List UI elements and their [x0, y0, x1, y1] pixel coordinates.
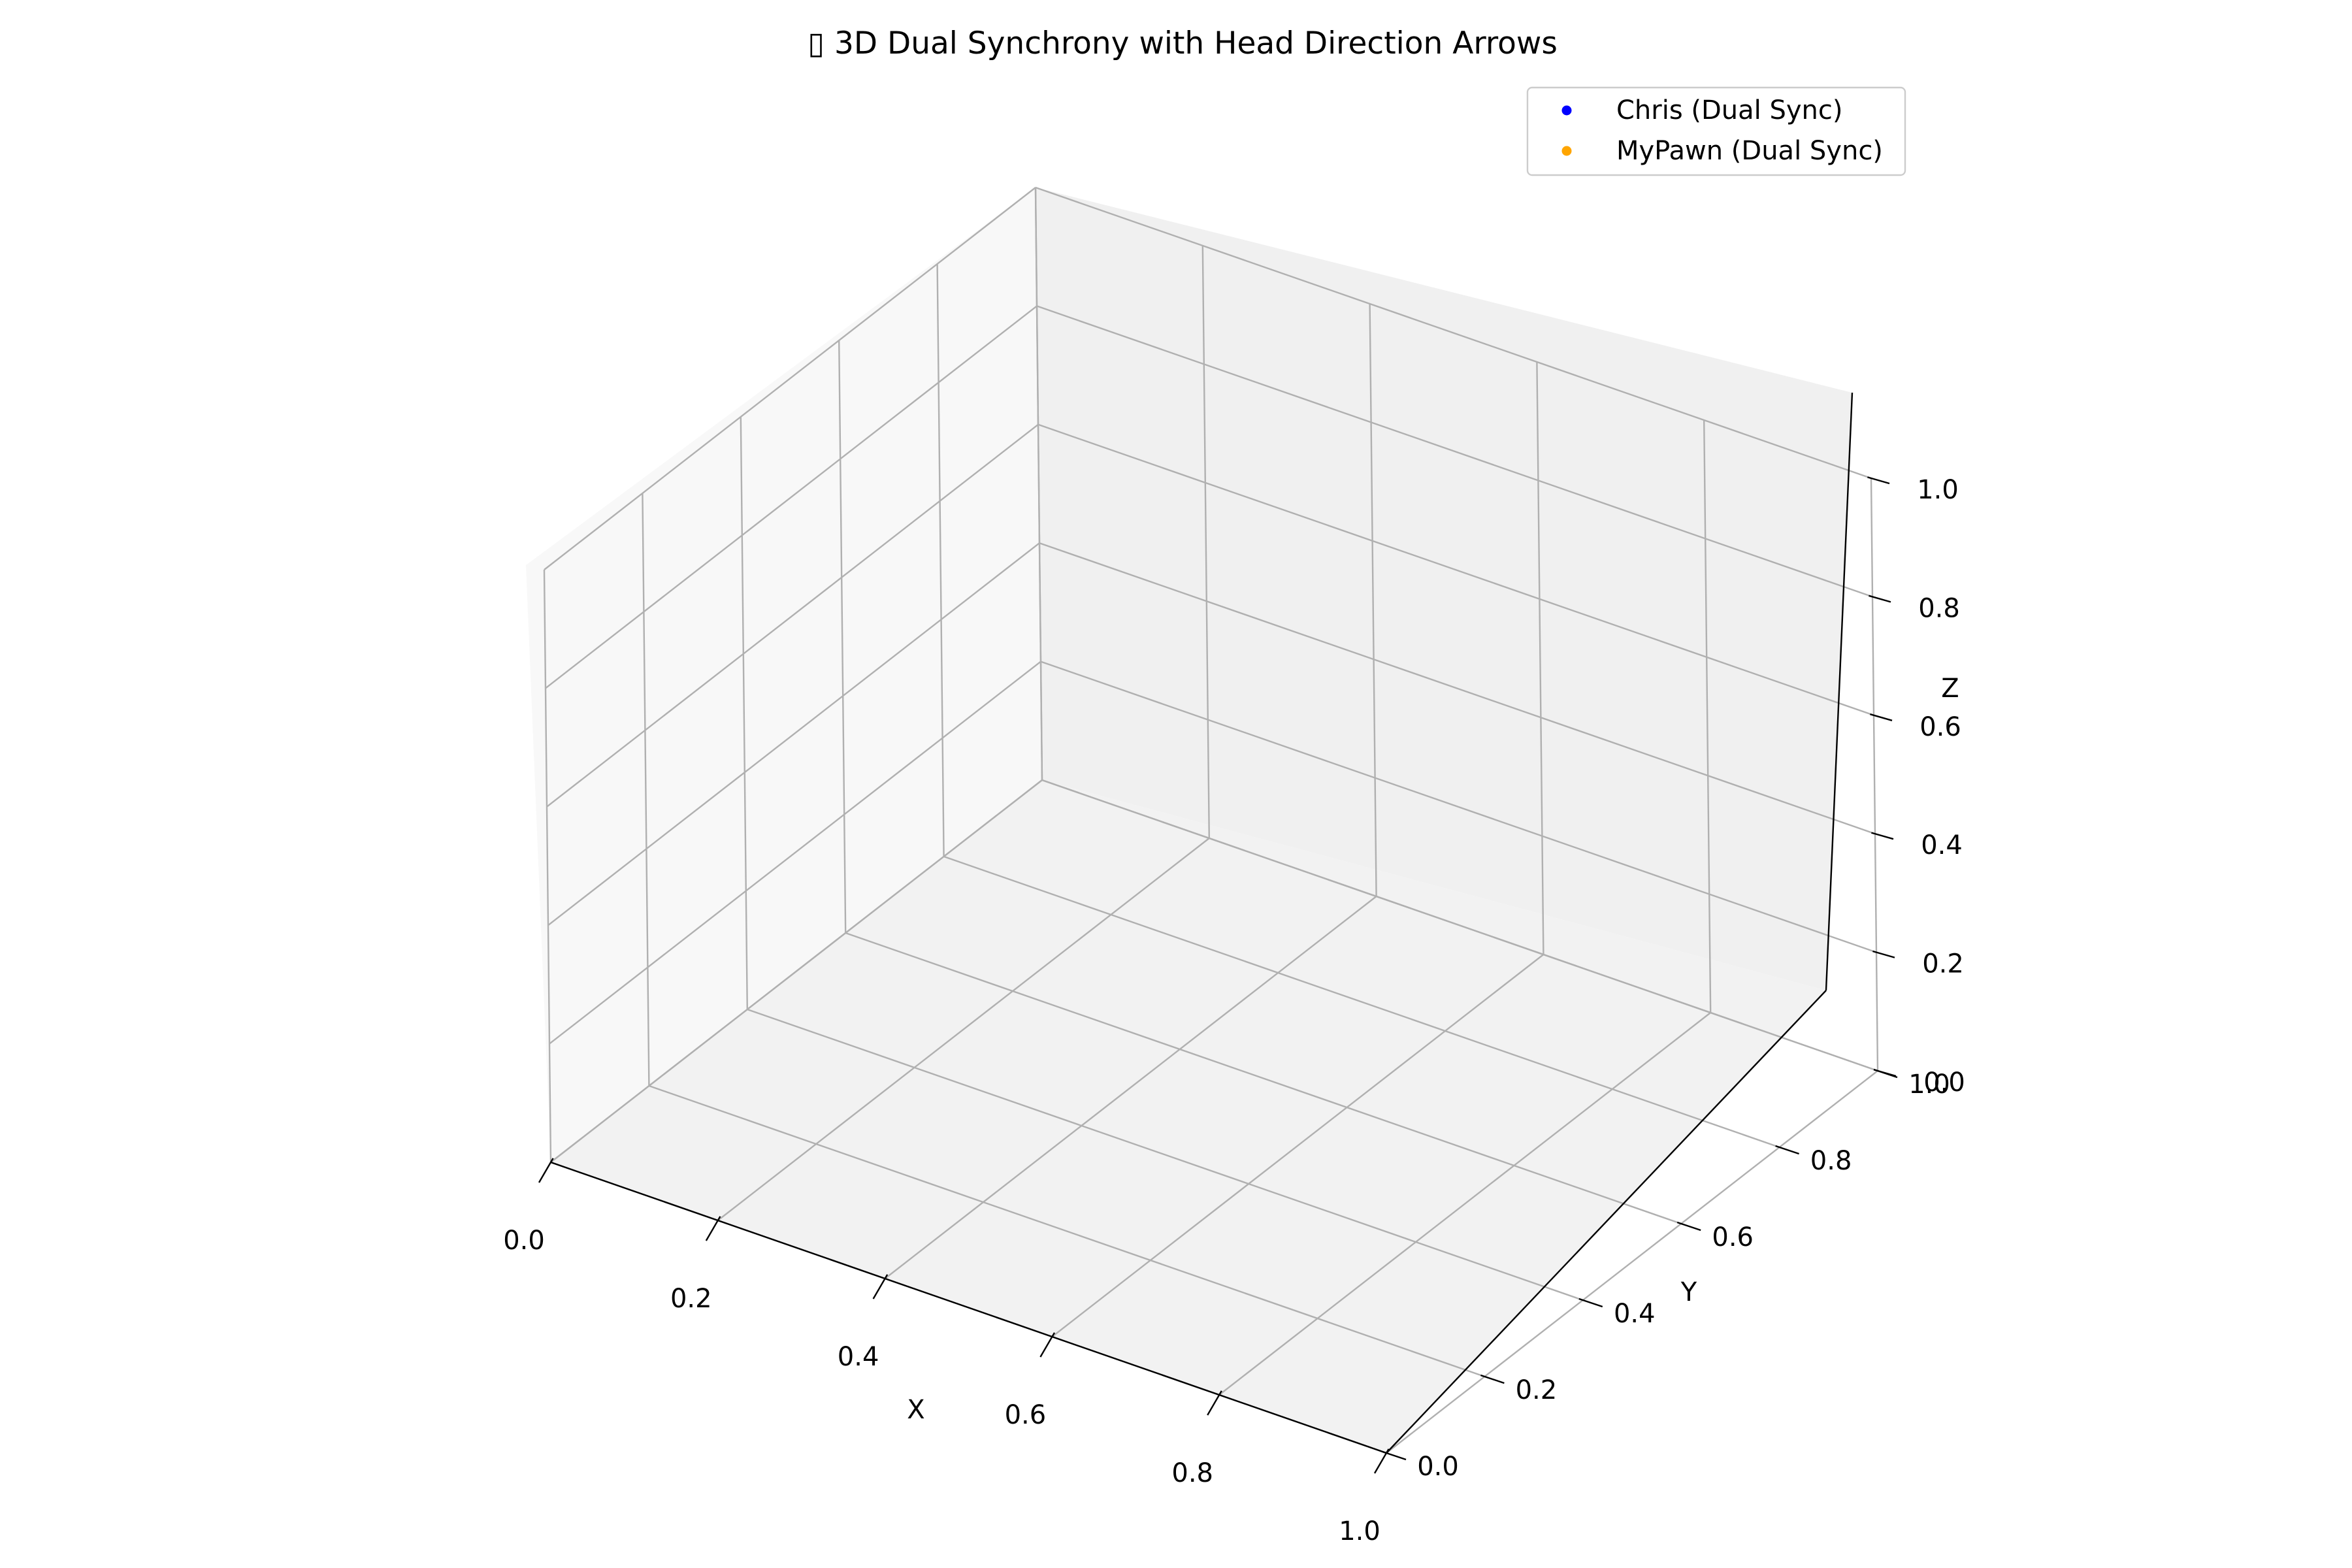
z-tick — [1870, 713, 1893, 721]
gridline-x-floor — [1386, 1070, 1878, 1454]
x-tick — [538, 1158, 554, 1183]
z-tick-label: 0.2 — [1922, 949, 1964, 979]
x-tick-label: 0.2 — [670, 1284, 712, 1314]
gridline-x-back — [1703, 419, 1712, 1013]
x-tick — [1039, 1332, 1056, 1358]
pane-y-wall — [1036, 188, 1852, 990]
gridline-y-side — [543, 569, 552, 1163]
x-tick-label: 0.8 — [1171, 1458, 1213, 1488]
gridline-z-back — [1041, 779, 1878, 1072]
pane-x-wall — [526, 188, 1042, 1162]
y-tick-label: 1.0 — [1908, 1070, 1950, 1100]
gridline-z-side — [549, 661, 1041, 1045]
pane-floor — [551, 780, 1826, 1453]
x-tick-label: 0.0 — [503, 1226, 545, 1256]
z-tick — [1874, 1069, 1897, 1077]
x-axis-line — [550, 1161, 1387, 1454]
z-tick — [1867, 476, 1890, 485]
z-tick — [1872, 950, 1895, 958]
gridline-y-floor — [649, 1085, 1485, 1378]
x-tick-label: 0.6 — [1005, 1400, 1047, 1430]
legend-marker-chris — [1561, 105, 1572, 116]
gridline-x-floor — [717, 838, 1210, 1221]
gridline-y-side — [936, 263, 945, 857]
legend-marker-mypawn — [1561, 146, 1572, 156]
gridline-x-floor — [884, 896, 1377, 1279]
gridline-z-back — [1037, 423, 1874, 716]
legend: Chris (Dual Sync) MyPawn (Dual Sync) — [1526, 86, 1906, 176]
gridline-y-side — [740, 416, 748, 1010]
z-axis-line — [1825, 392, 1854, 991]
gridline-z-back — [1039, 542, 1876, 835]
x-axis-label: X — [907, 1395, 924, 1425]
legend-frame — [1526, 86, 1906, 176]
gridline-y-floor — [747, 1008, 1584, 1301]
z-tick — [1871, 832, 1894, 840]
gridline-z-side — [546, 423, 1039, 808]
x-tick-label: 0.4 — [838, 1342, 879, 1372]
z-tick-label: 0.6 — [1919, 712, 1961, 742]
gridline-z-side — [550, 779, 1043, 1163]
gridline-x-floor — [1218, 1012, 1711, 1396]
y-tick — [1676, 1221, 1701, 1232]
chart-title: ▯ 3D Dual Synchrony with Head Direction … — [808, 25, 1558, 61]
panes — [526, 188, 1852, 1453]
gridline-y-side — [642, 493, 650, 1086]
y-tick — [1578, 1298, 1603, 1308]
gridline-y-side — [1034, 187, 1043, 781]
gridline-x-floor — [1051, 954, 1544, 1337]
gridlines — [543, 186, 1879, 1454]
x-tick — [872, 1274, 889, 1299]
z-tick-label: 0.8 — [1918, 593, 1960, 623]
z-tick-label: 0.4 — [1921, 830, 1963, 860]
y-tick-label: 0.4 — [1614, 1299, 1656, 1329]
y-tick-label: 0.2 — [1516, 1375, 1558, 1405]
y-axis-line — [1386, 990, 1827, 1454]
z-axis-label: Z — [1941, 674, 1959, 704]
gridline-z-back — [1036, 305, 1873, 598]
x-tick — [1207, 1390, 1222, 1416]
z-tick — [1869, 595, 1891, 603]
gridline-x-back — [1536, 361, 1544, 955]
y-tick — [1775, 1145, 1799, 1155]
y-tick-label: 0.0 — [1417, 1452, 1459, 1482]
gridline-z-side — [545, 305, 1037, 689]
x-tick-label: 1.0 — [1339, 1516, 1380, 1546]
tick-labels: 0.00.20.40.60.81.00.00.20.40.60.81.00.00… — [503, 475, 1965, 1546]
gridline-y-side — [838, 340, 847, 934]
z-tick-label: 1.0 — [1917, 475, 1959, 505]
gridline-y-floor — [845, 932, 1682, 1225]
gridline-x-back — [1369, 303, 1377, 897]
gridline-x-back — [1870, 478, 1879, 1071]
x-tick — [705, 1216, 721, 1241]
gridline-z-back — [1040, 661, 1877, 953]
y-tick — [1480, 1374, 1505, 1384]
y-axis-label: Y — [1680, 1277, 1697, 1307]
legend-label-mypawn: MyPawn (Dual Sync) — [1616, 136, 1883, 166]
gridline-x-back — [1201, 245, 1210, 839]
y-tick-label: 0.8 — [1810, 1146, 1852, 1176]
y-tick-label: 0.6 — [1712, 1222, 1754, 1252]
z-tick-label: 0.0 — [1923, 1068, 1965, 1098]
gridline-z-side — [544, 187, 1036, 570]
gridline-z-side — [547, 542, 1040, 926]
legend-label-chris: Chris (Dual Sync) — [1616, 95, 1843, 125]
axes — [538, 392, 1898, 1474]
gridline-z-back — [1035, 186, 1872, 480]
gridline-y-floor — [943, 855, 1780, 1149]
y-tick — [1382, 1450, 1407, 1461]
